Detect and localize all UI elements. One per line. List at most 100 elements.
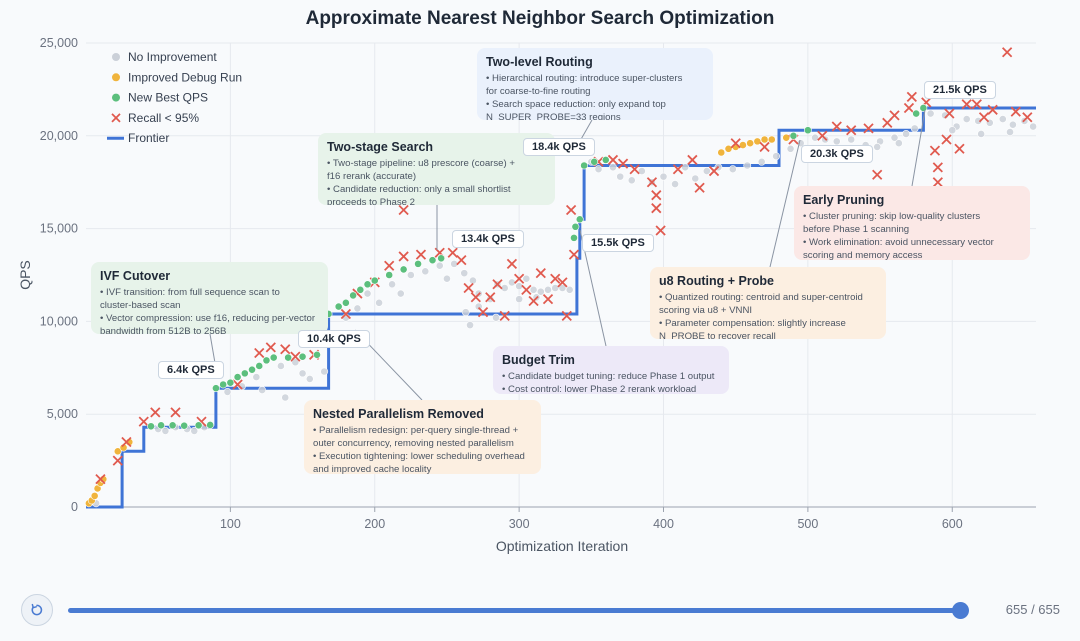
new-best-point bbox=[590, 157, 599, 166]
no-improvement-point bbox=[948, 126, 957, 135]
recall-miss-marker bbox=[265, 342, 276, 353]
new-best-point bbox=[226, 378, 235, 387]
recall-miss-marker bbox=[655, 225, 666, 236]
no-improvement-point bbox=[832, 137, 841, 146]
recall-miss-marker bbox=[528, 295, 539, 307]
new-best-point bbox=[194, 421, 203, 430]
annotation-title: Early Pruning bbox=[803, 193, 885, 207]
debug-run-point bbox=[746, 139, 755, 148]
recall-miss-marker bbox=[817, 130, 828, 141]
progress-readout: 655 / 655 bbox=[1005, 602, 1060, 617]
no-improvement-point bbox=[743, 161, 752, 170]
recall-miss-marker bbox=[513, 273, 525, 284]
new-best-point bbox=[313, 350, 321, 359]
annotation-line: • Parallelism redesign: per-query single… bbox=[313, 425, 519, 436]
recall-miss-marker bbox=[470, 292, 481, 303]
annotation-line: • Candidate reduction: only a small shor… bbox=[327, 184, 511, 195]
new-best-point bbox=[437, 254, 446, 263]
y-tick-label: 10,000 bbox=[40, 314, 78, 328]
annotation-line: bandwidth from 512B to 256B bbox=[100, 326, 227, 334]
recall-miss-marker bbox=[932, 177, 943, 188]
legend-marker bbox=[112, 73, 120, 82]
new-best-point bbox=[147, 422, 155, 431]
no-improvement-point bbox=[998, 115, 1007, 123]
no-improvement-point bbox=[691, 174, 700, 183]
new-best-point bbox=[180, 421, 189, 430]
recall-miss-marker bbox=[759, 141, 770, 153]
recall-miss-marker bbox=[398, 204, 409, 216]
no-improvement-point bbox=[977, 130, 986, 138]
legend-item: Frontier bbox=[107, 131, 169, 145]
new-best-point bbox=[399, 265, 408, 274]
no-improvement-point bbox=[522, 274, 531, 283]
recall-miss-marker bbox=[290, 351, 301, 362]
no-improvement-point bbox=[902, 130, 910, 138]
replay-button[interactable] bbox=[21, 594, 53, 626]
annotation-nested-parallelism: Nested Parallelism Removed • Parallelism … bbox=[304, 400, 541, 474]
recall-miss-marker bbox=[941, 134, 952, 145]
annotation-budget-trim: Budget Trim • Candidate budget tuning: re… bbox=[493, 346, 729, 394]
chart-title: Approximate Nearest Neighbor Search Opti… bbox=[306, 8, 775, 29]
recall-miss-marker bbox=[1001, 47, 1013, 58]
recall-miss-marker bbox=[95, 474, 106, 485]
no-improvement-point bbox=[305, 375, 314, 383]
data-points bbox=[84, 47, 1038, 508]
x-tick-label: 200 bbox=[364, 517, 385, 531]
new-best-point bbox=[919, 104, 928, 112]
x-tick-label: 600 bbox=[942, 517, 963, 531]
annotation-line: • Search space reduction: only expand to… bbox=[486, 99, 666, 110]
recall-miss-marker bbox=[672, 164, 684, 175]
annotation-title: Two-level Routing bbox=[486, 55, 593, 69]
new-best-point bbox=[912, 109, 921, 118]
recall-miss-marker bbox=[384, 260, 395, 271]
annotation-line: N_SUPER_PROBE=33 regions bbox=[486, 112, 621, 120]
recall-miss-marker bbox=[121, 436, 132, 448]
no-improvement-point bbox=[281, 393, 290, 402]
no-improvement-point bbox=[728, 165, 737, 174]
no-improvement-point bbox=[443, 274, 451, 283]
annotation-line: • Parameter compensation: slightly incre… bbox=[659, 318, 846, 329]
progress-slider-thumb[interactable] bbox=[952, 602, 969, 619]
recall-miss-marker bbox=[730, 138, 741, 149]
annotation-line: • IVF transition: from full sequence sca… bbox=[100, 287, 280, 298]
chart-area: Approximate Nearest Neighbor Search Opti… bbox=[17, 8, 1038, 554]
no-improvement-point bbox=[1008, 120, 1017, 129]
annotation-line: scoring and memory access bbox=[803, 250, 923, 260]
no-improvement-point bbox=[551, 284, 560, 292]
recall-miss-marker bbox=[340, 308, 352, 320]
no-improvement-point bbox=[223, 388, 232, 396]
y-tick-label: 25,000 bbox=[40, 36, 78, 50]
no-improvement-point bbox=[460, 269, 469, 278]
recall-miss-marker bbox=[987, 104, 998, 115]
recall-miss-marker bbox=[568, 249, 580, 260]
recall-miss-marker bbox=[954, 143, 965, 154]
legend-item: Improved Debug Run bbox=[112, 70, 242, 84]
no-improvement-point bbox=[277, 362, 285, 370]
no-improvement-point bbox=[375, 298, 383, 307]
recall-miss-marker bbox=[485, 292, 496, 303]
no-improvement-point bbox=[544, 285, 552, 294]
new-best-point bbox=[363, 280, 372, 289]
axes: 0 5,000 10,000 15,000 20,000 25,000 100 200 300 4… bbox=[40, 36, 1036, 531]
frontier-line bbox=[86, 106, 1036, 509]
progress-slider-track[interactable] bbox=[68, 608, 961, 613]
new-best-point bbox=[803, 126, 812, 135]
no-improvement-point bbox=[847, 135, 856, 144]
legend-label: No Improvement bbox=[128, 50, 217, 64]
frontier-series bbox=[86, 106, 1036, 509]
legend-label: Recall < 95% bbox=[128, 111, 199, 125]
new-best-point bbox=[212, 384, 220, 393]
no-improvement-point bbox=[466, 321, 474, 330]
no-improvement-point bbox=[910, 124, 919, 133]
legend-label: Frontier bbox=[128, 131, 169, 145]
recall-miss-marker bbox=[961, 99, 972, 110]
recall-miss-marker bbox=[971, 99, 982, 110]
recall-miss-marker bbox=[506, 258, 518, 270]
no-improvement-point bbox=[298, 369, 307, 378]
no-improvement-point bbox=[890, 133, 899, 142]
no-improvement-point bbox=[529, 285, 538, 294]
no-improvement-point bbox=[702, 167, 711, 175]
no-improvement-point bbox=[161, 427, 170, 435]
annotation-line: • Vector compression: use f16, reducing … bbox=[100, 313, 316, 324]
annotation-line: • Two-stage pipeline: u8 prescore (coars… bbox=[327, 158, 515, 169]
